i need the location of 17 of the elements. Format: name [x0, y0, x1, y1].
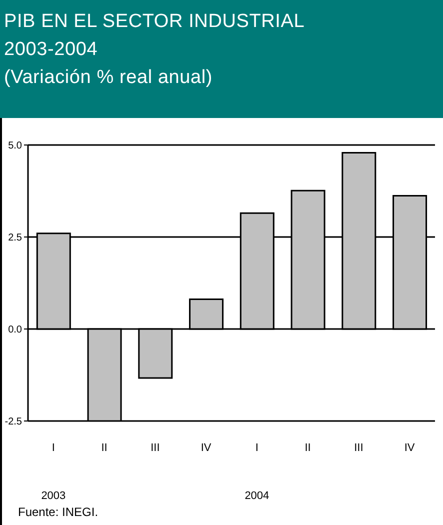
y-tick-label: -2.5 [4, 416, 22, 428]
x-tick-label: IV [404, 442, 416, 454]
x-tick-label: I [255, 442, 258, 454]
x-tick-label: IV [200, 442, 212, 454]
source-note: Fuente: INEGI. [18, 505, 98, 519]
x-tick-label: II [101, 442, 108, 454]
text: 2004 [244, 490, 270, 502]
text: 2003 [40, 490, 67, 502]
x-tick-label: III [354, 442, 364, 454]
y-tick-label: 2.5 [8, 232, 22, 244]
y-tick-label: 0.0 [8, 324, 22, 336]
x-tick-label: II [304, 442, 311, 454]
x-tick-label: I [52, 442, 55, 454]
y-tick-label: 5.0 [8, 140, 22, 152]
x-tick-label: III [150, 442, 160, 454]
chart-title: PIB EN EL SECTOR INDUSTRIAL 2003-2004 [4, 10, 306, 62]
chart-subtitle: (Variación % real anual) [4, 66, 214, 90]
